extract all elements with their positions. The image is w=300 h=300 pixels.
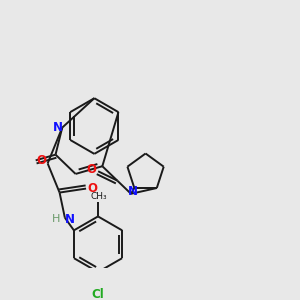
Text: N: N	[52, 121, 62, 134]
Text: Cl: Cl	[92, 288, 104, 300]
Text: CH₃: CH₃	[90, 191, 107, 200]
Text: N: N	[64, 213, 75, 226]
Text: O: O	[37, 154, 46, 167]
Text: N: N	[128, 185, 138, 198]
Text: H: H	[51, 214, 60, 224]
Text: O: O	[86, 163, 97, 176]
Text: O: O	[88, 182, 98, 195]
